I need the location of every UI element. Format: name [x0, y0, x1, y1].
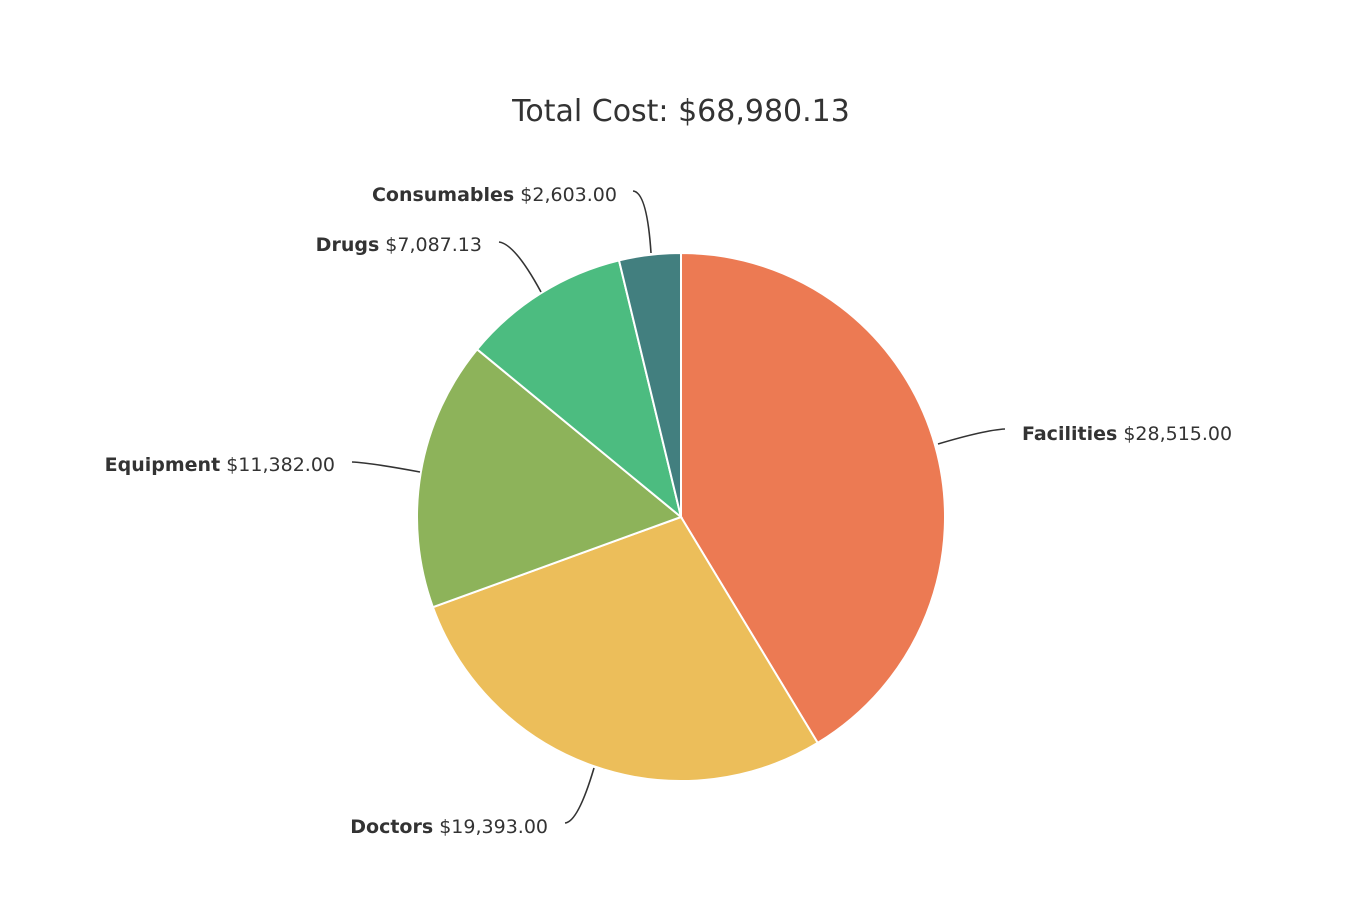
- label-connector-drugs: [498, 241, 542, 293]
- pie-slice-equipment[interactable]: [416, 347, 683, 609]
- slice-label-consumables: Consumables $2,603.00: [372, 184, 617, 206]
- pie-slice-facilities[interactable]: [680, 251, 946, 745]
- slice-labels: Facilities $28,515.00 Doctors $19,393.00 E…: [105, 184, 1232, 838]
- slice-label-name: Drugs: [316, 234, 380, 256]
- slice-label-value: $7,087.13: [379, 234, 482, 256]
- slice-label-value: $11,382.00: [220, 454, 335, 476]
- slice-label-facilities: Facilities $28,515.00: [1022, 423, 1232, 445]
- slice-label-value: $2,603.00: [514, 184, 617, 206]
- slice-label-equipment: Equipment $11,382.00: [105, 454, 335, 476]
- slice-label-value: $28,515.00: [1117, 423, 1232, 445]
- slice-label-doctors: Doctors $19,393.00: [350, 816, 548, 838]
- pie-slices: [416, 251, 946, 782]
- chart-title: Total Cost: $68,980.13: [511, 94, 850, 129]
- slice-label-name: Facilities: [1022, 423, 1117, 445]
- slice-label-name: Equipment: [105, 454, 221, 476]
- slice-label-name: Doctors: [350, 816, 433, 838]
- label-connector-facilities: [937, 428, 1006, 445]
- slice-label-value: $19,393.00: [433, 816, 548, 838]
- label-connector-doctors: [564, 767, 595, 824]
- label-connector-consumables: [632, 190, 652, 254]
- pie-slice-consumables[interactable]: [617, 251, 682, 518]
- slice-label-name: Consumables: [372, 184, 514, 206]
- pie-slice-doctors[interactable]: [431, 515, 820, 782]
- pie-slice-drugs[interactable]: [475, 259, 683, 520]
- label-connector-equipment: [351, 461, 421, 473]
- slice-label-drugs: Drugs $7,087.13: [316, 234, 482, 256]
